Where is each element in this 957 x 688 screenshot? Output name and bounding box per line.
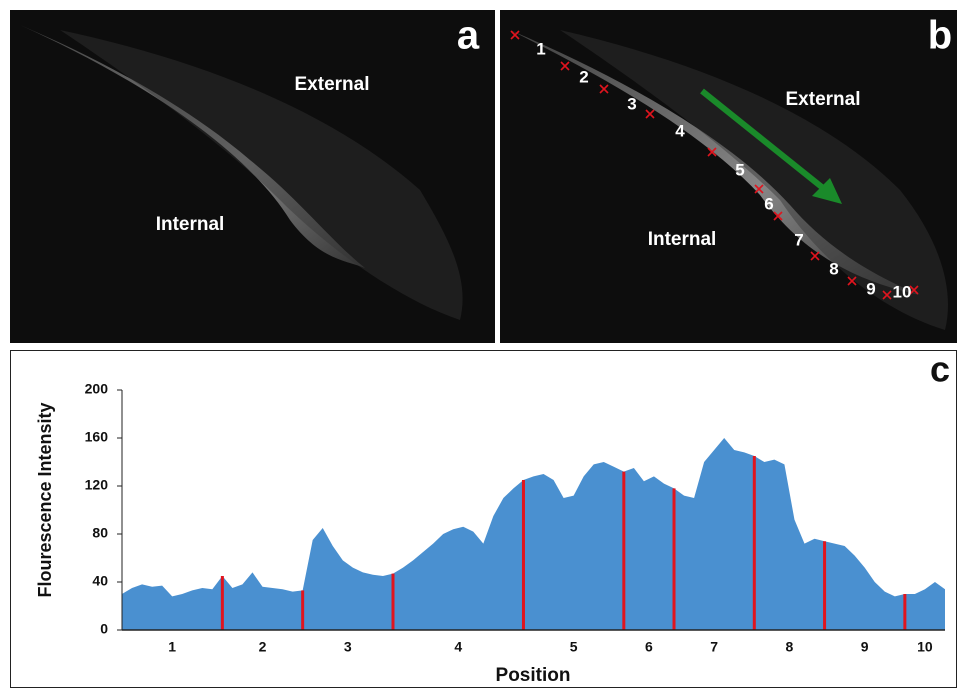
panel-letter: c [930, 349, 950, 390]
marker [599, 84, 609, 94]
intensity-area [122, 438, 945, 630]
arrow [700, 88, 830, 195]
marker [847, 276, 857, 286]
x-tick-label: 9 [861, 639, 869, 655]
point-label: 9 [866, 279, 875, 298]
image-b [500, 10, 957, 343]
x-tick-label: 7 [710, 639, 718, 655]
y-axis-label: Flourescence Intensity [35, 402, 55, 597]
label-internal: Internal [648, 229, 717, 250]
x-tick-label: 3 [344, 639, 352, 655]
y-tick-label: 80 [92, 525, 108, 541]
image-a [10, 10, 495, 343]
marker [882, 290, 892, 300]
x-axis-label: Position [496, 665, 571, 686]
tissue [560, 30, 948, 330]
x-tick-label: 5 [570, 639, 578, 655]
label-internal: Internal [156, 214, 225, 235]
x-tick-label: 1 [168, 639, 176, 655]
point-label: 1 [536, 39, 545, 58]
y-tick-label: 200 [85, 381, 109, 397]
point-label: 3 [627, 94, 636, 113]
panel-letter: a [457, 14, 480, 58]
x-tick-label: 10 [917, 639, 933, 655]
tissue [60, 30, 463, 320]
marker [560, 61, 570, 71]
x-tick-label: 4 [454, 639, 462, 655]
arrow-head [812, 178, 842, 204]
marker [773, 211, 783, 221]
label-external: External [295, 74, 370, 95]
y-tick-label: 120 [85, 477, 109, 493]
marker [645, 109, 655, 119]
point-label: 4 [675, 121, 685, 140]
point-label: 8 [829, 259, 838, 278]
x-tick-label: 6 [645, 639, 653, 655]
marker [810, 251, 820, 261]
y-tick-label: 40 [92, 573, 108, 589]
marker [909, 285, 919, 295]
y-tick-label: 160 [85, 429, 109, 445]
panel-letter: b [928, 14, 952, 58]
marker [510, 30, 520, 40]
y-tick-label: 0 [100, 621, 108, 637]
tissue-streak [20, 25, 365, 268]
x-tick-label: 2 [259, 639, 267, 655]
point-label: 2 [579, 67, 588, 86]
point-label: 10 [893, 282, 912, 301]
point-label: 5 [735, 160, 744, 179]
point-label: 6 [764, 194, 773, 213]
chart-frame [10, 350, 957, 688]
label-external: External [786, 89, 861, 110]
point-label: 7 [794, 230, 803, 249]
x-tick-label: 8 [786, 639, 794, 655]
marker [754, 184, 764, 194]
marker [707, 147, 717, 157]
